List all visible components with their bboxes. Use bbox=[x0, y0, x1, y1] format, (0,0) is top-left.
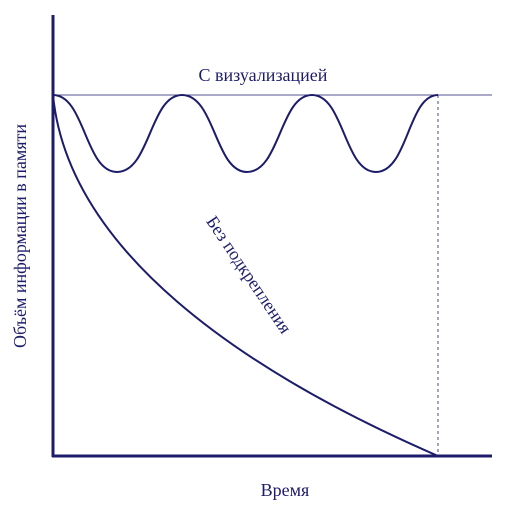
decay-curve bbox=[52, 94, 439, 457]
x-axis-label: Время bbox=[261, 480, 310, 500]
bottom-curve-label: Без подкрепления bbox=[202, 212, 295, 337]
y-axis-label: Объём информации в памяти bbox=[10, 124, 30, 348]
visualization-curve bbox=[52, 93, 439, 174]
top-curve-label: С визуализацией bbox=[199, 65, 328, 85]
